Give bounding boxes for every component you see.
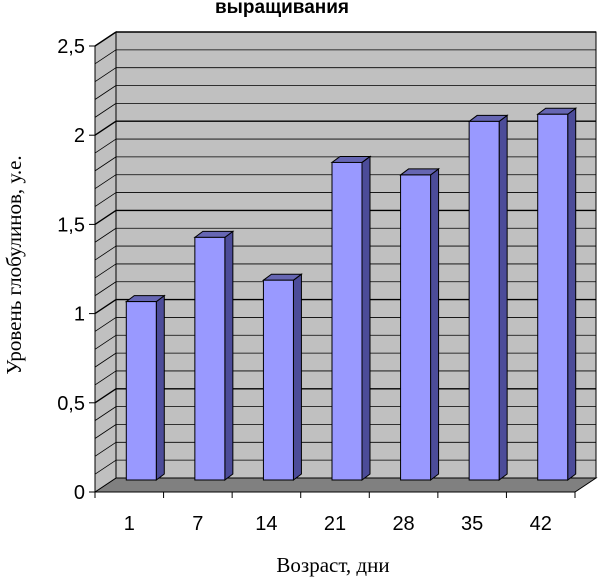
- y-tick-label: 0: [74, 482, 85, 504]
- plot-area: 0 0,5 1 1,5 2 2,5 1 7 14 21 28 35 42: [57, 31, 598, 535]
- x-tick-label: 14: [255, 513, 277, 535]
- x-tick-label: 42: [530, 513, 552, 535]
- x-tick-label: 1: [124, 513, 135, 535]
- gridline-side: [94, 352, 117, 368]
- x-tick-label: 28: [392, 513, 414, 535]
- gridline-side: [94, 120, 117, 136]
- gridline-side: [94, 424, 117, 439]
- y-tick-label: 2,5: [57, 36, 85, 58]
- bar: [537, 113, 569, 481]
- y-axis-title: Уровень глобулинов, у.е.: [2, 155, 26, 374]
- gridline-side: [94, 85, 117, 100]
- gridline-side: [94, 174, 117, 190]
- bar-side: [224, 230, 234, 481]
- gridline-side: [94, 441, 117, 457]
- x-axis-title: Возраст, дни: [276, 553, 389, 577]
- chart-title: выращивания: [215, 0, 349, 18]
- bar-side: [567, 107, 577, 481]
- bar: [194, 236, 226, 481]
- gridline-side: [94, 103, 117, 118]
- x-tick-label: 7: [192, 513, 203, 535]
- chart-side-wall: [94, 31, 117, 493]
- gridline-side: [94, 67, 117, 83]
- bar: [400, 174, 432, 481]
- bar-side: [292, 273, 302, 481]
- y-tick-label: 1,5: [57, 214, 85, 236]
- gridline-side: [94, 31, 117, 47]
- gridline-side: [94, 406, 117, 421]
- bar: [262, 279, 294, 481]
- gridline-side: [94, 209, 117, 225]
- x-tick-label: 35: [461, 513, 483, 535]
- gridline-side: [94, 227, 117, 243]
- y-tick-label: 0,5: [57, 393, 85, 415]
- gridline-side: [94, 192, 117, 207]
- gridline-side: [94, 281, 117, 297]
- gridline-side: [94, 459, 117, 475]
- bar: [331, 161, 363, 481]
- gridline-side: [94, 317, 117, 332]
- gridline-side: [94, 388, 117, 404]
- y-tick-label: 1: [74, 304, 85, 326]
- gridline-side: [94, 49, 117, 65]
- gridline-side: [94, 370, 117, 386]
- bar: [125, 301, 157, 481]
- gridline-side: [94, 138, 117, 154]
- x-tick-label: 21: [324, 513, 346, 535]
- bar-side: [430, 167, 440, 481]
- y-tick-label: 2: [74, 125, 85, 147]
- bar: [468, 120, 500, 481]
- bar-side: [361, 155, 371, 481]
- gridline-side: [94, 334, 117, 350]
- bar-side: [155, 294, 165, 481]
- gridline-side: [94, 245, 117, 261]
- gridline-side: [94, 156, 117, 172]
- bar-side: [498, 114, 508, 481]
- gridline-side: [94, 299, 117, 315]
- gridline-side: [94, 263, 117, 279]
